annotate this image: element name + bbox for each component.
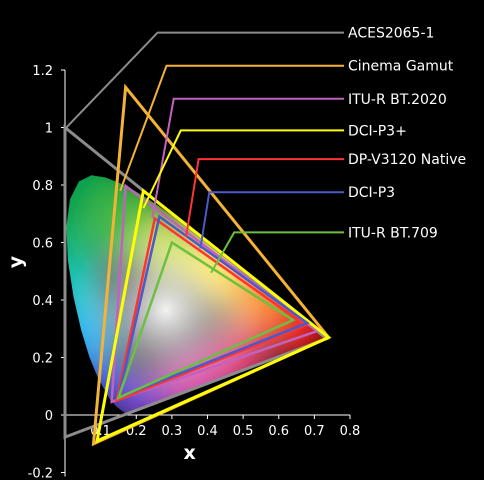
legend-label-dp-v3120-native: DP-V3120 Native [348,152,466,168]
legend-label-aces2065-1: ACES2065-1 [348,26,434,42]
y-tick-label: 1.2 [32,64,53,79]
y-tick-label: 0.2 [32,352,53,367]
x-tick-label: 0.3 [162,424,183,439]
legend-label-itu-r-bt-2020: ITU-R BT.2020 [348,92,447,108]
gamut-triangle-itu-r-bt-709 [116,240,296,401]
y-axis-title: y [5,255,27,268]
gamut-triangle-dp-v3120-native [114,216,309,403]
x-axis-title: x [184,442,196,464]
y-tick-label: 0 [45,409,53,424]
x-tick-label: 0.7 [304,424,325,439]
leader-line-itu-r-bt-2020 [151,97,344,219]
leader-line-aces2065-1 [64,31,344,130]
leader-line-itu-r-bt-709 [210,231,344,274]
leader-line-cinema-gamut [119,64,344,192]
y-tick-label: 0.8 [32,179,53,194]
legend-label-dci-p3: DCI-P3+ [348,123,407,139]
legend-label-itu-r-bt-709: ITU-R BT.709 [348,225,438,241]
gamut-triangle-itu-r-bt-2020 [110,183,320,404]
gamut-triangles [63,83,332,447]
leader-line-dci-p3 [199,191,344,249]
x-tick-label: 0.6 [268,424,289,439]
leader-line-dp-v3120-native [185,158,344,237]
x-tick-label: 0.5 [233,424,254,439]
gamut-triangle-dci-p3 [95,188,332,444]
legend-label-dci-p3: DCI-P3 [348,185,395,201]
x-tick-label: 0.4 [197,424,218,439]
y-tick-label: 0.4 [32,294,53,309]
y-tick-label: -0.2 [28,467,53,480]
x-tick-label: 0.8 [340,424,361,439]
legend-leader-lines [64,31,344,274]
legend: ACES2065-1 Cinema Gamut ITU-R BT.2020 DCI-P… [348,26,466,242]
gamut-triangle-dci-p3 [116,214,310,400]
y-tick-label: 1 [45,122,53,137]
y-tick-label: 0.6 [32,237,53,252]
leader-line-dci-p3 [142,129,344,209]
legend-label-cinema-gamut: Cinema Gamut [348,59,454,75]
